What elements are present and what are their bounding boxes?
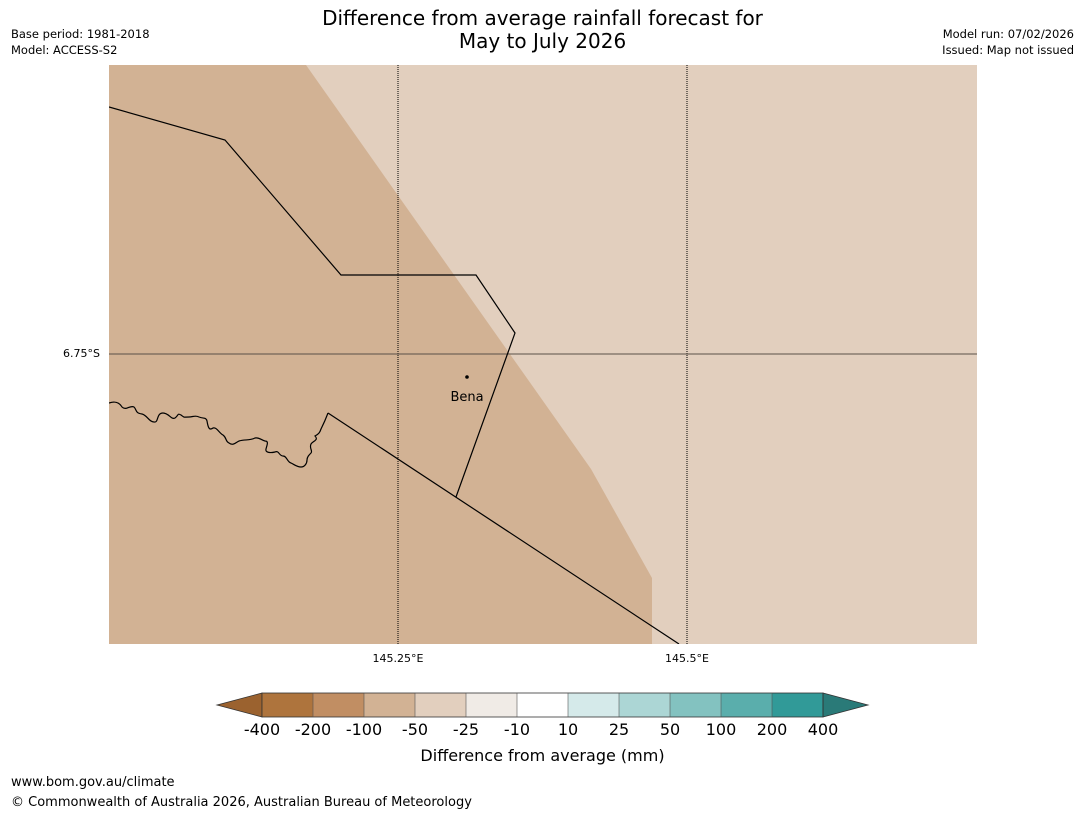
bom-climate-link[interactable]: www.bom.gov.au/climate — [11, 775, 175, 790]
colorbar-tick: 10 — [557, 720, 579, 739]
colorbar-tick: 50 — [659, 720, 681, 739]
colorbar-bin — [262, 693, 313, 717]
copyright-notice: © Commonwealth of Australia 2026, Austra… — [11, 795, 472, 810]
lon-label-145-25: 145.25°E — [372, 652, 424, 665]
colorbar-title: Difference from average (mm) — [420, 746, 665, 765]
colorbar-extend-high — [822, 692, 870, 718]
colorbar-bin — [721, 693, 772, 717]
colorbar-outline — [261, 692, 824, 718]
coastline — [109, 401, 329, 468]
colorbar-bin — [364, 693, 415, 717]
colorbar — [215, 692, 871, 720]
base-period: Base period: 1981-2018 — [11, 27, 150, 41]
colorbar-tick: 25 — [608, 720, 630, 739]
colorbar-tick: -10 — [503, 720, 531, 739]
colorbar-bin — [568, 693, 619, 717]
issued-date: Issued: Map not issued — [942, 43, 1074, 57]
colorbar-extend-low — [215, 692, 263, 718]
lon-label-145-5: 145.5°E — [665, 652, 709, 665]
colorbar-bin — [466, 693, 517, 717]
colorbar-bin — [619, 693, 670, 717]
colorbar-bin — [517, 693, 568, 717]
colorbar-bin — [670, 693, 721, 717]
rainfall-map[interactable]: Bena — [109, 65, 977, 644]
colorbar-tick: -400 — [243, 720, 281, 739]
colorbar-tick: -200 — [294, 720, 332, 739]
model-name: Model: ACCESS-S2 — [11, 43, 118, 57]
colorbar-tick: 200 — [756, 720, 788, 739]
bena-marker[interactable] — [465, 375, 469, 379]
model-run: Model run: 07/02/2026 — [942, 27, 1074, 41]
colorbar-tick: -25 — [452, 720, 480, 739]
colorbar-tick: 400 — [807, 720, 839, 739]
lat-label-6-75: 6.75°S — [63, 347, 100, 360]
title-line-2: May to July 2026 — [458, 29, 627, 53]
title-line-1: Difference from average rainfall forecas… — [322, 6, 763, 30]
map-canvas: Bena — [109, 65, 977, 644]
colorbar-tick: -50 — [401, 720, 429, 739]
colorbar-tick: 100 — [705, 720, 737, 739]
colorbar-bin — [313, 693, 364, 717]
bena-label: Bena — [450, 390, 483, 405]
colorbar-tick: -100 — [345, 720, 383, 739]
colorbar-bin — [772, 693, 823, 717]
province-boundary-south — [327, 412, 680, 644]
page-title: Difference from average rainfall forecas… — [0, 7, 1085, 53]
province-boundary — [109, 106, 516, 498]
colorbar-dividers — [312, 693, 773, 717]
colorbar-bin — [415, 693, 466, 717]
colorbar-graphic — [215, 692, 870, 718]
